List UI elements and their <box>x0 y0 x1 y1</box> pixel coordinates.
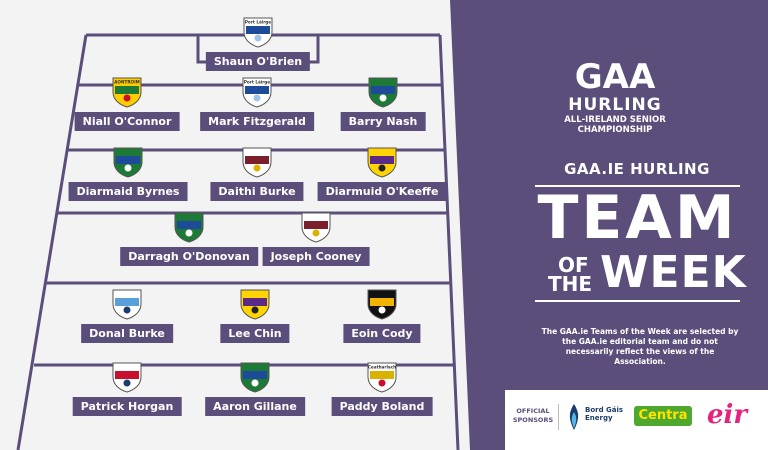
flame-icon <box>569 404 579 430</box>
player-name: Donal Burke <box>81 324 173 343</box>
crest-text: AONTROIM <box>114 80 140 85</box>
crest-shield: Port Láirge <box>243 17 273 48</box>
player-name: Niall O'Connor <box>74 112 180 131</box>
limerick-crest-icon <box>238 359 272 393</box>
player-name: Darragh O'Donovan <box>120 247 258 266</box>
waterford-crest-icon: Port Láirge <box>240 74 274 108</box>
player-name: Diarmaid Byrnes <box>68 182 188 201</box>
crest-shield: AONTROIM <box>112 77 142 108</box>
crest-shield: Port Láirge <box>242 77 272 108</box>
sponsor-label: OFFICIAL SPONSORS <box>512 407 554 424</box>
sponsor-divider <box>558 404 559 430</box>
crest-shield <box>112 362 142 393</box>
player-name: Diarmuid O'Keeffe <box>317 182 447 201</box>
player-name: Eoin Cody <box>343 324 421 343</box>
player-name: Patrick Horgan <box>72 397 182 416</box>
wexford-crest-icon <box>365 144 399 178</box>
crest-shield <box>240 362 270 393</box>
player-name: Joseph Cooney <box>262 247 370 266</box>
eir-logo: eir <box>707 400 748 430</box>
sponsor-bar: OFFICIAL SPONSORS Bord Gáis Energy Centr… <box>505 390 768 450</box>
carlow-crest-icon: Ceatharlach <box>365 359 399 393</box>
crest-shield <box>240 289 270 320</box>
player-name: Daithi Burke <box>210 182 304 201</box>
crest-shield <box>112 289 142 320</box>
limerick-crest-icon <box>172 209 206 243</box>
player-name: Aaron Gillane <box>205 397 305 416</box>
player-name: Lee Chin <box>220 324 290 343</box>
player-name: Shaun O'Brien <box>205 52 311 71</box>
crest-shield <box>367 289 397 320</box>
bordgais-logo: Bord Gáis Energy <box>565 402 625 434</box>
crest-shield: Ceatharlach <box>367 362 397 393</box>
player-name: Mark Fitzgerald <box>200 112 314 131</box>
wexford-crest-icon <box>238 286 272 320</box>
cork-crest-icon <box>110 359 144 393</box>
crest-shield <box>301 212 331 243</box>
centra-logo: Centra <box>634 406 692 426</box>
antrim-crest-icon: AONTROIM <box>110 74 144 108</box>
crest-shield <box>113 147 143 178</box>
galway-crest-icon <box>299 209 333 243</box>
limerick-crest-icon <box>111 144 145 178</box>
crest-shield <box>368 77 398 108</box>
crest-text: Port Láirge <box>245 20 271 25</box>
crest-shield <box>242 147 272 178</box>
waterford-crest-icon: Port Láirge <box>241 14 275 48</box>
player-name: Paddy Boland <box>331 397 433 416</box>
dublin-crest-icon <box>110 286 144 320</box>
player-name: Barry Nash <box>340 112 426 131</box>
limerick-crest-icon <box>366 74 400 108</box>
kilkenny-crest-icon <box>365 286 399 320</box>
crest-text: Ceatharlach <box>368 365 396 370</box>
galway-crest-icon <box>240 144 274 178</box>
crest-shield <box>367 147 397 178</box>
crest-text: Port Láirge <box>244 80 270 85</box>
bordgais-name: Bord Gáis Energy <box>585 406 624 422</box>
crest-shield <box>174 212 204 243</box>
